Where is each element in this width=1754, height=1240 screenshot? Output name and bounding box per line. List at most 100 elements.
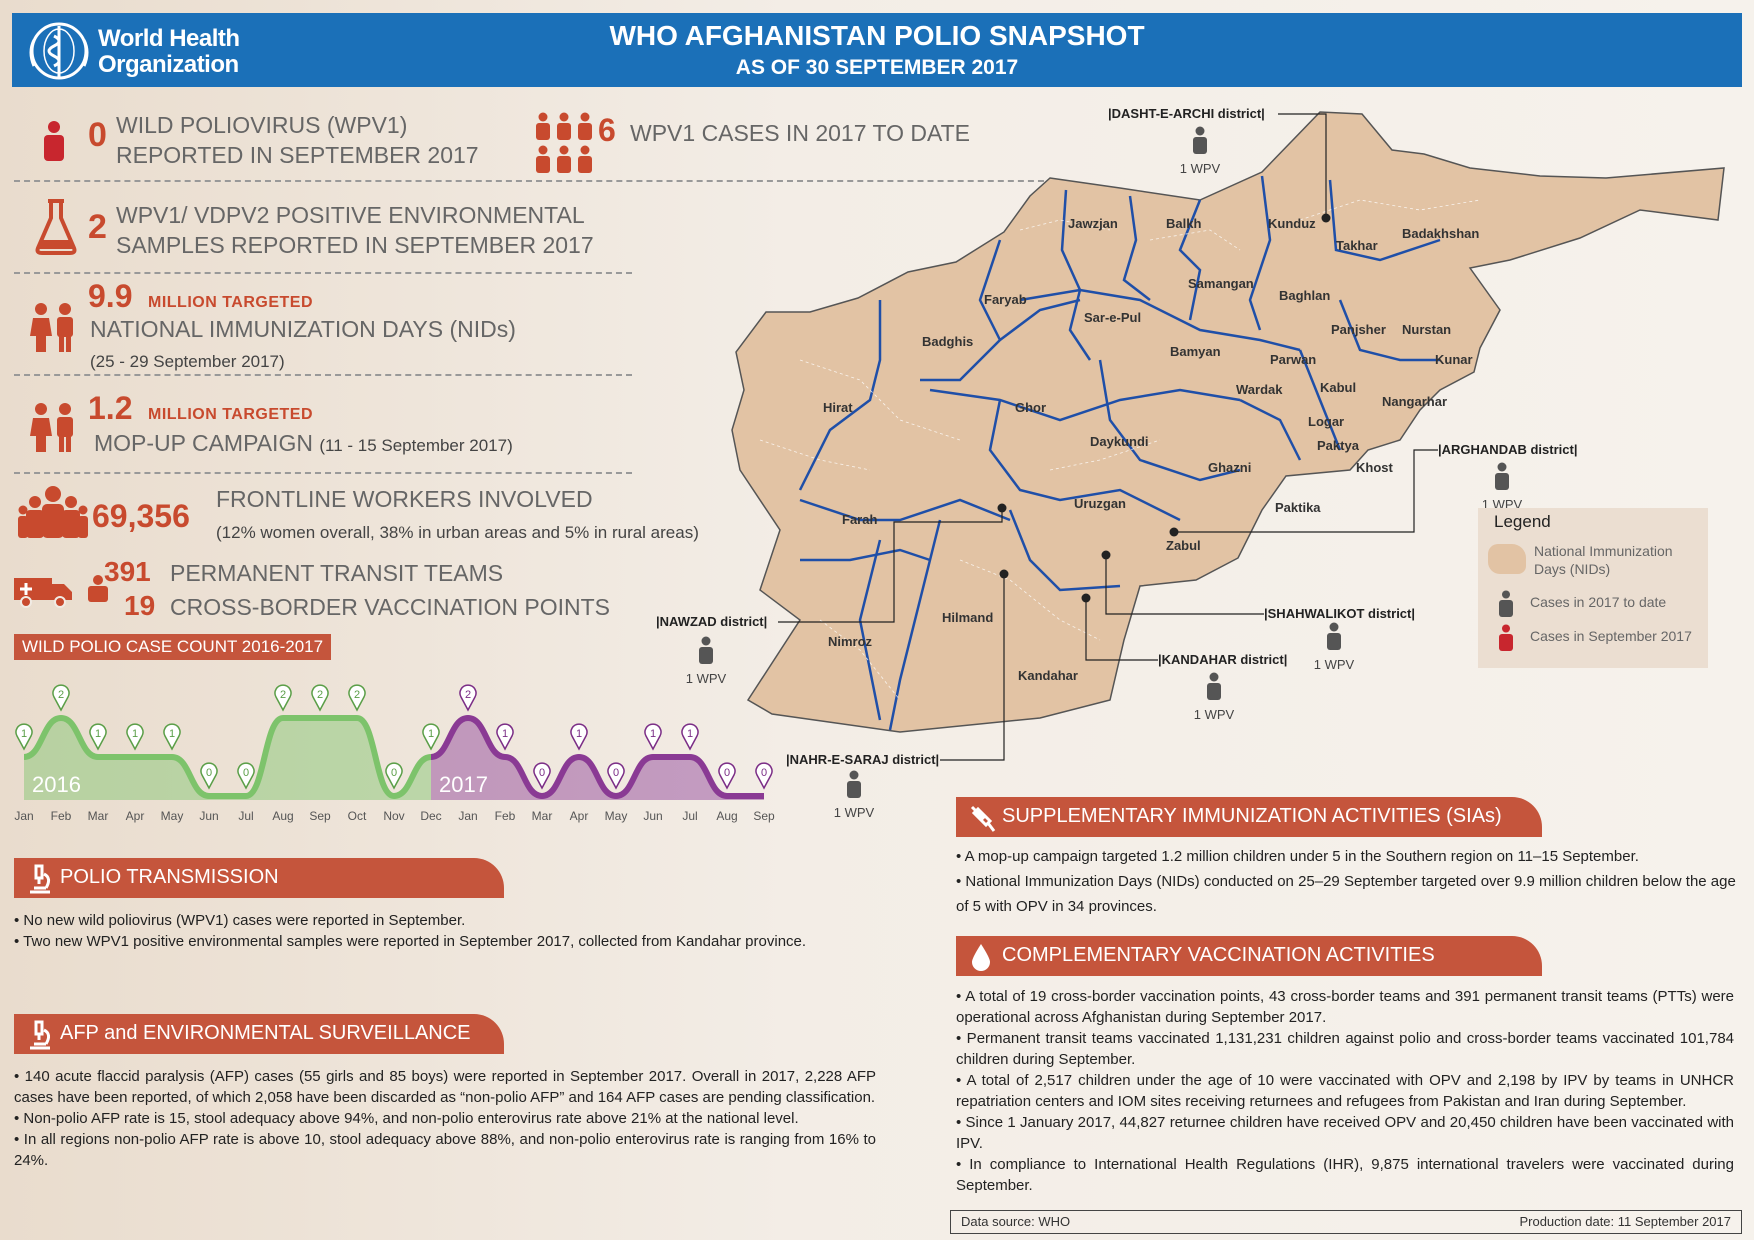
svg-text:Sar-e-Pul: Sar-e-Pul <box>1084 310 1141 325</box>
person-red-icon <box>1499 624 1513 651</box>
district-label-dasht: |DASHT-E-ARCHI district| <box>1108 106 1265 121</box>
series-2017-line <box>430 714 764 800</box>
district-label-kandahar: |KANDAHAR district| <box>1158 652 1288 667</box>
series-2016-marker <box>274 684 292 712</box>
fw-label: FRONTLINE WORKERS INVOLVED <box>216 486 593 512</box>
district-label-shahwalikot-text: SHAHWALIKOT district <box>1267 606 1412 621</box>
nid-label: NATIONAL IMMUNIZATION DAYS (NIDs) <box>90 316 516 342</box>
microscope-icon <box>30 1020 51 1050</box>
series-2016-month-label: Jun <box>199 809 218 823</box>
legend-title: Legend <box>1494 512 1551 531</box>
transmission-item: • No new wild poliovirus (WPV1) cases we… <box>14 912 466 929</box>
mop-label-text: MOP-UP CAMPAIGN <box>94 430 313 456</box>
svg-text:Nurstan: Nurstan <box>1402 322 1451 337</box>
district-label-arghandab-text: ARGHANDAB district <box>1441 442 1574 457</box>
afp-banner: AFP and ENVIRONMENTAL SURVEILLANCE <box>14 1014 504 1054</box>
env-line1: WPV1/ VDPV2 POSITIVE ENVIRONMENTAL <box>116 202 585 228</box>
series-2017-value-label: 0 <box>724 767 730 779</box>
wpv-sept-value: 0 <box>88 116 107 154</box>
wpv-year-value: 6 <box>598 112 616 148</box>
series-2016-name: 2016 <box>32 772 81 797</box>
person-gray-icon <box>1499 590 1513 617</box>
wpv-count-label: 1 WPV <box>685 671 727 686</box>
series-2017-month-label: Jul <box>682 809 697 823</box>
series-2016-month-label: Jan <box>14 809 33 823</box>
series-2016-month-label: Oct <box>348 809 367 823</box>
svg-text:Hirat: Hirat <box>823 400 853 415</box>
district-label-nahr: |NAHR-E-SARAJ district| <box>786 752 940 767</box>
series-2017-marker <box>607 762 625 790</box>
series-2016-month-label: May <box>161 809 184 823</box>
who-emblem-icon <box>29 22 89 80</box>
wpv-sept-label: WILD POLIOVIRUS (WPV1) REPORTED IN SEPTE… <box>116 110 479 170</box>
page-subtitle: AS OF 30 SEPTEMBER 2017 <box>735 56 1019 79</box>
children-icon <box>30 403 73 452</box>
series-2016-marker <box>237 762 255 790</box>
svg-text:Samangan: Samangan <box>1188 276 1254 291</box>
svg-text:Logar: Logar <box>1308 414 1344 429</box>
district-label-kandahar-text: KANDAHAR district <box>1161 652 1284 667</box>
series-2017-month-label: May <box>605 809 628 823</box>
mop-value: 1.2 <box>88 390 133 426</box>
afghanistan-map: Jawzjan Balkh Kunduz Takhar Badakhshan Farya… <box>731 111 1725 761</box>
series-2017-month-label: Jun <box>643 809 662 823</box>
cb-label: CROSS-BORDER VACCINATION POINTS <box>170 594 611 620</box>
ptt-value: 391 <box>104 556 151 587</box>
series-2016-marker <box>52 684 70 712</box>
case-count-chart: 2016 2017 1 Jan 2 Feb 1 Mar 1 Apr 1 May 0 Jun 0 Jul 2 Aug… <box>14 684 775 823</box>
afghanistan-outline <box>731 111 1725 733</box>
cva-title: COMPLEMENTARY VACCINATION ACTIVITIES <box>1002 944 1435 966</box>
wpv-marker-kandahar: 1 WPV <box>1184 672 1244 722</box>
series-2017-month-label: Sep <box>753 809 775 823</box>
series-2016-value-label: 0 <box>391 767 397 779</box>
afp-item: • In all regions non-polio AFP rate is a… <box>14 1131 876 1169</box>
series-2016-marker <box>163 723 181 751</box>
series-2016-marker <box>126 723 144 751</box>
people-group-red-icon <box>536 112 592 173</box>
wpv-count-label: 1 WPV <box>1193 707 1235 722</box>
svg-text:Jawzjan: Jawzjan <box>1068 216 1118 231</box>
sia-banner: SUPPLEMENTARY IMMUNIZATION ACTIVITIES (S… <box>956 797 1542 837</box>
district-borders <box>759 199 1481 701</box>
series-2016-value-label: 0 <box>243 767 249 779</box>
nid-swatch-icon <box>1488 544 1526 574</box>
legend-nid: National Immunization Days (NIDs) <box>1534 543 1673 577</box>
divider <box>14 180 1054 182</box>
production-date: Production date: 11 September 2017 <box>1519 1214 1731 1229</box>
series-2017-marker <box>718 762 736 790</box>
cva-item: • A total of 2,517 children under the ag… <box>956 1072 1734 1110</box>
wpv-count-label: 1 WPV <box>833 805 875 820</box>
svg-text:Hilmand: Hilmand <box>942 610 993 625</box>
province-labels: Jawzjan Balkh Kunduz Takhar Badakhshan Farya… <box>823 216 1479 683</box>
map-legend: Legend National Immunization Days (NIDs)… <box>1478 508 1708 668</box>
divider <box>14 472 632 474</box>
district-label-arghandab: |ARGHANDAB district| <box>1438 442 1578 457</box>
district-label-dasht-text: DASHT-E-ARCHI district <box>1111 106 1262 121</box>
cva-banner: COMPLEMENTARY VACCINATION ACTIVITIES <box>956 936 1542 976</box>
series-2017-area <box>431 718 764 800</box>
svg-text:Panjsher: Panjsher <box>1331 322 1386 337</box>
district-label-nahr-text: NAHR-E-SARAJ district <box>789 752 936 767</box>
svg-text:Ghazni: Ghazni <box>1208 460 1251 475</box>
series-2016-area <box>24 718 431 800</box>
series-2016-value-label: 2 <box>58 689 64 701</box>
sia-item: • A mop-up campaign targeted 1.2 million… <box>956 848 1639 865</box>
svg-text:Paktika: Paktika <box>1275 500 1321 515</box>
legend-cases-sept: Cases in September 2017 <box>1530 628 1692 644</box>
province-borders <box>798 175 1441 731</box>
header-bar <box>12 13 1742 87</box>
district-label-shahwalikot: |SHAHWALIKOT district| <box>1264 606 1416 621</box>
transmission-list: • No new wild poliovirus (WPV1) cases we… <box>14 910 894 952</box>
svg-text:Kandahar: Kandahar <box>1018 668 1078 683</box>
person-gray-icon <box>1207 672 1221 700</box>
series-2016-month-label: Mar <box>88 809 109 823</box>
sia-list: • A mop-up campaign targeted 1.2 million… <box>956 844 1736 919</box>
afp-list: • 140 acute flaccid paralysis (AFP) case… <box>14 1066 876 1171</box>
series-2017-value-label: 1 <box>687 728 693 740</box>
series-2016-month-label: Sep <box>309 809 331 823</box>
wpv-count-label: 1 WPV <box>1179 161 1221 176</box>
wpv-marker-shahwalikot: 1 WPV <box>1304 622 1364 672</box>
divider <box>14 272 632 274</box>
svg-text:Baghlan: Baghlan <box>1279 288 1330 303</box>
series-2016-marker <box>385 762 403 790</box>
